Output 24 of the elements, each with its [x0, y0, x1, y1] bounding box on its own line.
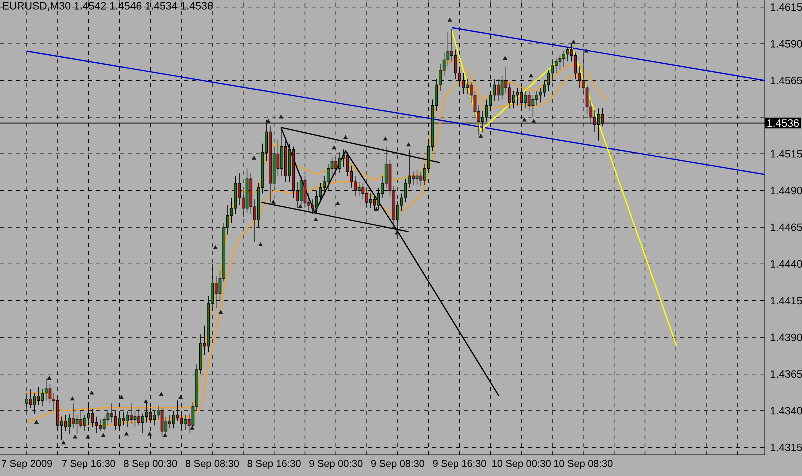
x-tick-label: 9 Sep 08:30: [371, 460, 425, 470]
y-tick-label: 1.4315: [770, 444, 802, 452]
chart-title: EURUSD,M30 1.4542 1.4546 1.4534 1.4536: [3, 2, 213, 12]
x-tick-label: 9 Sep 16:30: [433, 460, 486, 470]
y-tick-label: 1.4515: [770, 150, 802, 158]
x-tick-label: 10 Sep 08:30: [554, 460, 613, 470]
y-tick-label: 1.4590: [770, 40, 802, 48]
y-tick-label: 1.4365: [770, 370, 802, 378]
y-tick-label: 1.4465: [770, 224, 802, 232]
x-tick-label: 7 Sep 2009: [2, 460, 52, 470]
y-tick-label: 1.4340: [770, 407, 802, 415]
x-tick-label: 8 Sep 16:30: [248, 460, 301, 470]
x-tick-label: 8 Sep 00:30: [124, 460, 178, 470]
y-tick-label: 1.4490: [770, 187, 802, 195]
x-tick-label: 9 Sep 00:30: [310, 460, 363, 470]
x-tick-label: 10 Sep 00:30: [492, 460, 551, 470]
y-tick-label: 1.4615: [770, 4, 802, 12]
y-tick-label: 1.4415: [770, 297, 802, 305]
x-tick-label: 7 Sep 16:30: [62, 460, 116, 470]
x-tick-label: 8 Sep 08:30: [186, 460, 240, 470]
y-tick-label: 1.4440: [770, 260, 802, 268]
ref-line-label: 1.4536: [768, 120, 800, 128]
y-tick-label: 1.4565: [770, 76, 802, 85]
y-tick-label: 1.4390: [770, 334, 802, 342]
